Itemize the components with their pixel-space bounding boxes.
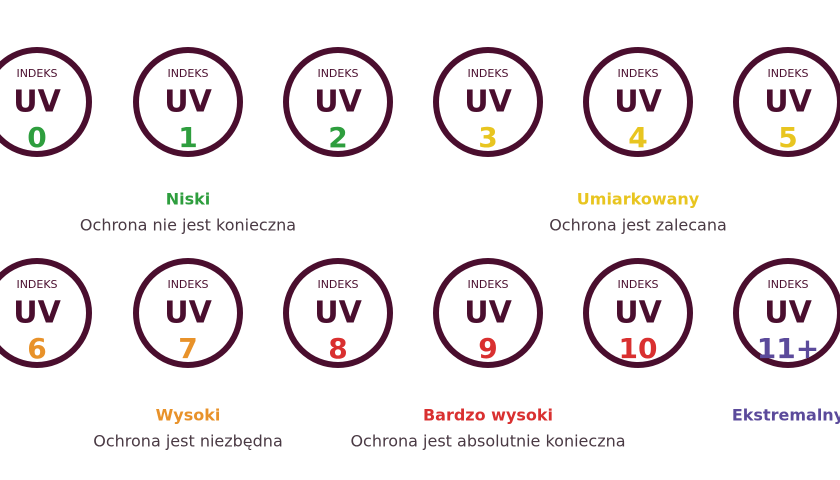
group-description: Ochrona nie jest konieczna (80, 216, 296, 235)
uv-circle (0, 47, 92, 157)
uv-circle (133, 47, 243, 157)
uv-value: 11+ (757, 332, 819, 365)
uv-label: UV (164, 296, 212, 331)
uv-label: UV (764, 85, 812, 120)
uv-circle (583, 47, 693, 157)
index-label: INDEKS (767, 67, 808, 80)
uv-circle (283, 47, 393, 157)
uv-circle (583, 258, 693, 368)
uv-value: 10 (619, 332, 658, 365)
uv-label: UV (314, 85, 362, 120)
group-description: Ochrona jest niezbędna (93, 432, 283, 451)
index-label: INDEKS (16, 67, 57, 80)
index-label: INDEKS (467, 67, 508, 80)
group-name: Ekstremalny (732, 406, 840, 425)
group-name: Umiarkowany (577, 190, 700, 209)
index-label: INDEKS (467, 278, 508, 291)
index-label: INDEKS (167, 278, 208, 291)
index-label: INDEKS (317, 278, 358, 291)
index-label: INDEKS (317, 67, 358, 80)
uv-circle (133, 258, 243, 368)
uv-label: UV (13, 85, 61, 120)
uv-value: 6 (27, 332, 46, 365)
index-label: INDEKS (617, 278, 658, 291)
uv-circle (433, 258, 543, 368)
uv-circle (733, 47, 840, 157)
uv-value: 9 (478, 332, 497, 365)
group-name: Bardzo wysoki (423, 406, 553, 425)
uv-label: UV (614, 85, 662, 120)
uv-value: 4 (628, 121, 647, 154)
uv-circle (0, 258, 92, 368)
uv-label: UV (614, 296, 662, 331)
uv-label: UV (164, 85, 212, 120)
uv-value: 2 (328, 121, 347, 154)
group-description: Ochrona jest absolutnie konieczna (350, 432, 625, 451)
index-label: INDEKS (16, 278, 57, 291)
group-name: Wysoki (156, 406, 221, 425)
index-label: INDEKS (617, 67, 658, 80)
group-name: Niski (166, 190, 211, 209)
uv-circle (733, 258, 840, 368)
index-label: INDEKS (167, 67, 208, 80)
uv-value: 8 (328, 332, 347, 365)
uv-label: UV (464, 85, 512, 120)
uv-value: 7 (178, 332, 197, 365)
uv-value: 0 (27, 121, 46, 154)
index-label: INDEKS (767, 278, 808, 291)
uv-value: 5 (778, 121, 797, 154)
uv-value: 3 (478, 121, 497, 154)
uv-label: UV (314, 296, 362, 331)
uv-circle (433, 47, 543, 157)
uv-label: UV (764, 296, 812, 331)
uv-circle (283, 258, 393, 368)
group-description: Ochrona jest zalecana (549, 216, 727, 235)
uv-value: 1 (178, 121, 197, 154)
uv-label: UV (464, 296, 512, 331)
uv-label: UV (13, 296, 61, 331)
